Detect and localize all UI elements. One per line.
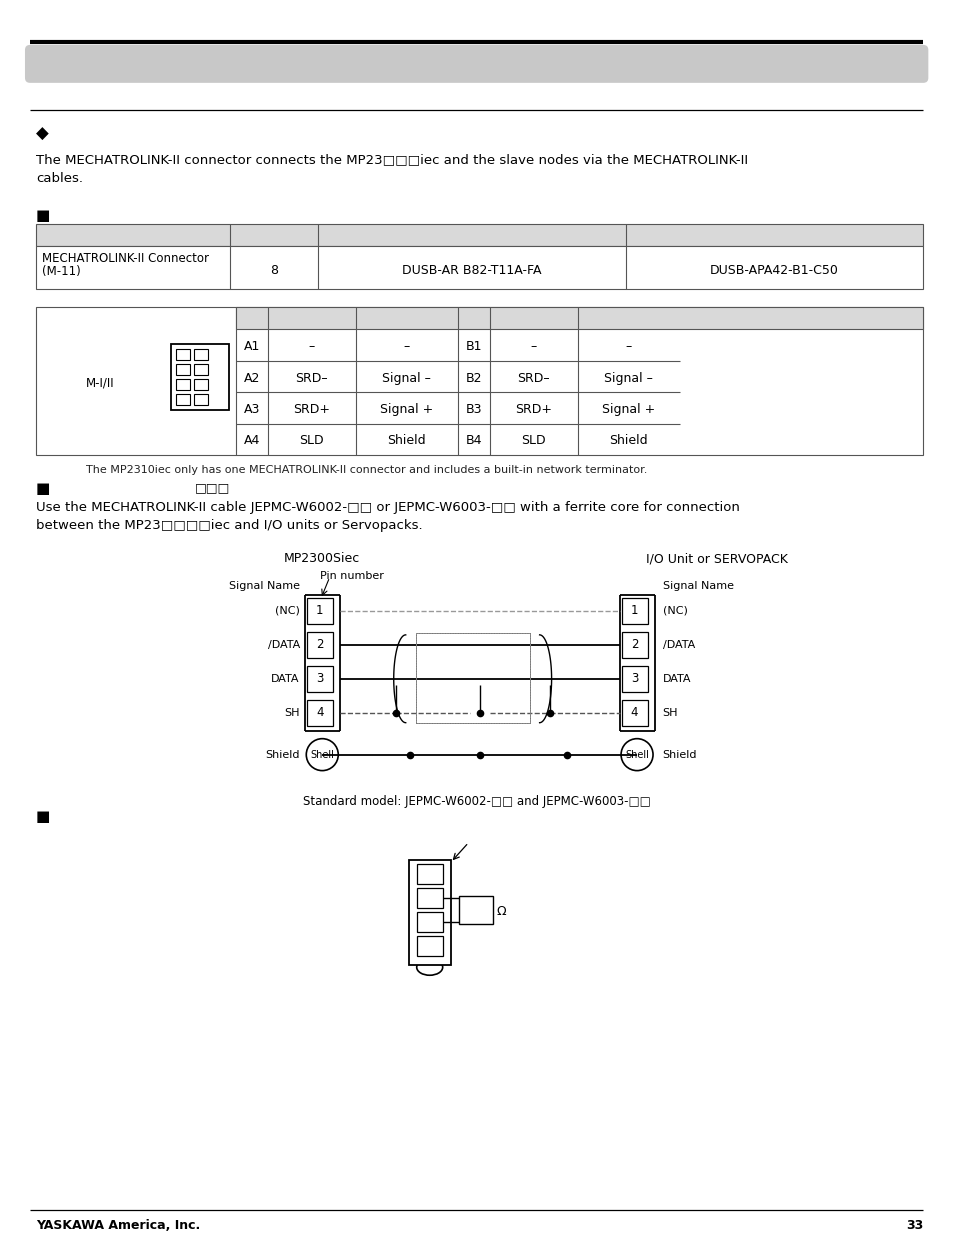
Text: ■: ■ [36,207,51,222]
Bar [621,598,647,624]
Text: DATA: DATA [271,674,299,684]
Text: SH: SH [661,708,678,718]
Text: –: – [625,340,631,353]
Text: /DATA: /DATA [661,640,694,650]
Text: 2: 2 [315,637,323,651]
Bar [416,913,442,932]
Bar [175,364,190,375]
Text: Ω: Ω [497,905,506,919]
Text: between the MP23□□□□iec and I/O units or Servopacks.: between the MP23□□□□iec and I/O units or… [36,519,422,532]
Bar [175,379,190,390]
Text: Signal +: Signal + [601,403,655,416]
Text: (NC): (NC) [274,606,299,616]
Bar [235,308,923,330]
Text: The MP2310iec only has one MECHATROLINK-II connector and includes a built-in net: The MP2310iec only has one MECHATROLINK-… [86,466,647,475]
Text: DATA: DATA [661,674,690,684]
Text: SRD–: SRD– [517,372,549,384]
Text: ■: ■ [36,482,51,496]
Text: Use the MECHATROLINK-II cable JEPMC-W6002-□□ or JEPMC-W6003-□□ with a ferrite co: Use the MECHATROLINK-II cable JEPMC-W600… [36,501,740,514]
Text: B2: B2 [465,372,481,384]
Text: B4: B4 [465,435,481,447]
Text: SH: SH [284,708,299,718]
Text: (NC): (NC) [661,606,687,616]
Text: –: – [309,340,314,353]
Bar [193,394,208,405]
Bar [408,861,450,966]
Text: 3: 3 [630,672,638,684]
Text: Standard model: JEPMC-W6002-□□ and JEPMC-W6003-□□: Standard model: JEPMC-W6002-□□ and JEPMC… [302,794,650,808]
Bar [307,598,333,624]
Text: Pin number: Pin number [319,571,383,580]
Text: cables.: cables. [36,172,83,185]
Bar [416,632,529,722]
Bar [307,700,333,726]
Text: SRD+: SRD+ [515,403,552,416]
Bar [416,864,442,884]
Bar [621,632,647,658]
Text: 3: 3 [315,672,323,684]
Bar [416,888,442,909]
Bar [193,379,208,390]
Text: Signal –: Signal – [382,372,431,384]
Text: Signal +: Signal + [379,403,433,416]
Bar [416,936,442,956]
Text: Shell: Shell [624,750,648,760]
Text: SRD+: SRD+ [293,403,330,416]
Text: SLD: SLD [299,435,324,447]
Bar [193,364,208,375]
Text: Shell: Shell [310,750,334,760]
Text: B1: B1 [465,340,481,353]
Text: ■: ■ [36,809,51,824]
Text: YASKAWA America, Inc.: YASKAWA America, Inc. [36,1219,200,1231]
Bar [36,246,923,289]
Text: 33: 33 [905,1219,923,1231]
Text: Shield: Shield [661,750,697,760]
Bar [171,345,229,410]
Text: /DATA: /DATA [267,640,299,650]
Text: 8: 8 [270,263,277,277]
Text: A1: A1 [243,340,260,353]
Text: MECHATROLINK-II Connector: MECHATROLINK-II Connector [42,252,209,264]
Bar [458,897,492,924]
Bar [307,666,333,692]
Bar [193,350,208,361]
Bar [175,350,190,361]
Text: 1: 1 [630,604,638,618]
Text: Shield: Shield [387,435,426,447]
Text: –: – [530,340,537,353]
Text: M-I/II: M-I/II [86,377,114,389]
Text: B3: B3 [465,403,481,416]
Bar [175,394,190,405]
Text: –: – [403,340,410,353]
Text: 1: 1 [315,604,323,618]
Text: DUSB-AR B82-T11A-FA: DUSB-AR B82-T11A-FA [401,263,541,277]
Text: A3: A3 [243,403,260,416]
Text: (M-11): (M-11) [42,264,81,278]
Text: □□□: □□□ [194,482,230,494]
Text: 4: 4 [630,705,638,719]
Bar [307,632,333,658]
Text: 2: 2 [630,637,638,651]
Text: The MECHATROLINK-II connector connects the MP23□□□iec and the slave nodes via th: The MECHATROLINK-II connector connects t… [36,153,747,165]
Text: SLD: SLD [520,435,545,447]
Bar [621,700,647,726]
Bar [36,308,923,456]
Text: ◆: ◆ [36,125,49,143]
Bar [621,666,647,692]
Text: I/O Unit or SERVOPACK: I/O Unit or SERVOPACK [645,552,787,564]
Text: Signal Name: Signal Name [661,580,733,592]
Text: Shield: Shield [609,435,647,447]
Text: SRD–: SRD– [295,372,328,384]
Text: A4: A4 [243,435,260,447]
Text: DUSB-APA42-B1-C50: DUSB-APA42-B1-C50 [709,263,838,277]
FancyBboxPatch shape [25,44,927,83]
Text: A2: A2 [243,372,260,384]
Text: Signal Name: Signal Name [229,580,299,592]
Text: Signal –: Signal – [603,372,652,384]
Text: 4: 4 [315,705,323,719]
Bar [416,632,529,722]
Bar [36,224,923,246]
Text: Shield: Shield [265,750,299,760]
Text: MP2300Siec: MP2300Siec [284,552,360,564]
